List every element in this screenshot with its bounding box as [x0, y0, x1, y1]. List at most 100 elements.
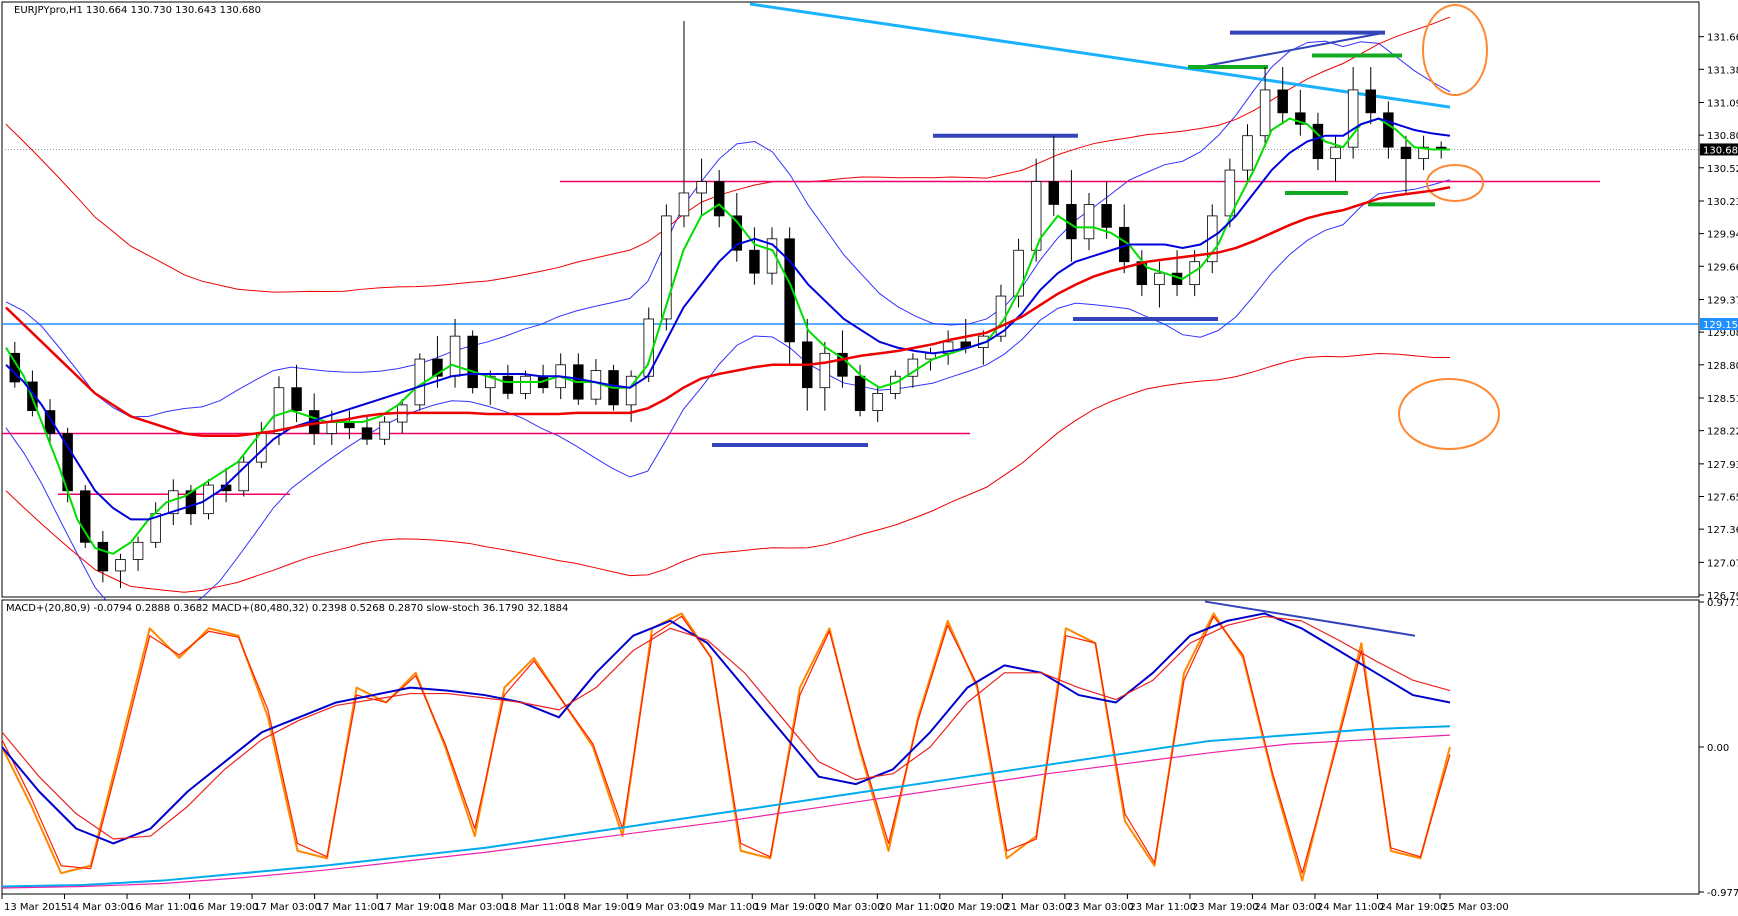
x-tick-label: 20 Mar 03:00 [817, 902, 884, 913]
candle-body [502, 375, 514, 394]
candle-body [273, 387, 285, 434]
candle-body [819, 352, 831, 389]
price-tick-label: 128.225 [1707, 427, 1738, 438]
highlight-circle [1426, 164, 1484, 202]
x-tick-label: 17 Mar 03:00 [254, 902, 321, 913]
stoch-sig-line [1, 615, 1451, 874]
x-tick-label: 20 Mar 11:00 [879, 902, 946, 913]
x-tick-label: 24 Mar 03:00 [1254, 902, 1321, 913]
candle-body [1224, 169, 1236, 217]
x-tick-label: 23 Mar 11:00 [1129, 902, 1196, 913]
x-tick-label: 24 Mar 19:00 [1379, 902, 1446, 913]
red-ma-line [5, 186, 1451, 438]
current-price-label: 130.680 [1703, 145, 1738, 156]
macd-long-sig-line [1, 734, 1451, 889]
bollinger-inner-lower [5, 179, 1451, 623]
price-panel[interactable]: EURJPYpro,H1 130.664 130.730 130.643 130… [1, 1, 1700, 623]
candle-body [326, 421, 338, 434]
current-price-badge [1700, 143, 1738, 156]
price-tick-label: 130.805 [1707, 131, 1738, 142]
candle-body [1295, 112, 1306, 125]
candle-body [379, 421, 390, 440]
candle-body [132, 541, 144, 560]
price-tick-label: 130.520 [1707, 164, 1738, 175]
candle-body [1277, 89, 1288, 114]
candle-body [1330, 146, 1341, 160]
candle-body [678, 192, 690, 217]
x-tick-label: 16 Mar 19:00 [192, 902, 259, 913]
candle-body [1207, 215, 1218, 263]
candle-body [1383, 112, 1394, 148]
price-tick-label: 131.380 [1707, 65, 1738, 76]
x-tick-label: 19 Mar 11:00 [692, 902, 759, 913]
candle-body [1154, 272, 1165, 286]
macd-fast-line [1, 612, 1451, 845]
candle-body [784, 238, 795, 343]
price-tick-label: 129.085 [1707, 328, 1738, 339]
candle-body [625, 375, 637, 406]
x-tick-label: 23 Mar 19:00 [1192, 902, 1259, 913]
x-tick-label: 13 Mar 2015 [4, 902, 67, 913]
candle-body [1259, 89, 1271, 137]
candle-body [696, 181, 707, 194]
candle-body [449, 335, 461, 377]
candle-body [661, 215, 672, 320]
candle-body [837, 352, 848, 377]
price-tick-label: 127.075 [1707, 558, 1738, 569]
x-tick-label: 14 Mar 03:00 [67, 902, 134, 913]
candle-body [80, 490, 91, 543]
price-y-axis: 131.665 131.380 131.090 130.805 130.520 130.2… [1699, 33, 1738, 602]
indicator-panel[interactable]: MACD+(20,80,9) -0.0794 0.2888 0.3682 MAC… [1, 599, 1700, 895]
bollinger-inner-upper [5, 40, 1451, 418]
candle-body [1101, 204, 1112, 228]
candle-body [766, 238, 778, 274]
candle-body [44, 410, 56, 434]
candle-body [1400, 146, 1412, 160]
price-tick-label: 128.800 [1707, 361, 1738, 372]
candle-body [749, 249, 760, 274]
candle-body [1418, 146, 1429, 160]
candle-body [185, 490, 197, 515]
macd-long-line [1, 725, 1451, 888]
candle-body [590, 370, 602, 400]
price-tick-label: 128.510 [1707, 394, 1738, 405]
price-tick-label: 130.230 [1707, 197, 1738, 208]
x-tick-label: 16 Mar 11:00 [129, 902, 196, 913]
indicator-header: MACD+(20,80,9) -0.0794 0.2888 0.3682 MAC… [6, 603, 568, 614]
candle-body [203, 484, 214, 515]
bollinger-outer-upper [5, 16, 1451, 293]
green-ma-line [5, 117, 1450, 555]
x-tick-label: 21 Mar 03:00 [1004, 902, 1071, 913]
price-tick-label: 126.790 [1707, 591, 1738, 602]
x-tick-label: 24 Mar 11:00 [1317, 902, 1384, 913]
price-tick-label: 131.665 [1707, 33, 1738, 44]
x-tick-label: 18 Mar 19:00 [567, 902, 634, 913]
indicator-divergence-line [1204, 600, 1416, 637]
highlight-circle [1422, 4, 1488, 96]
highlight-circle [1398, 378, 1500, 450]
price-tick-label: 131.090 [1707, 99, 1738, 110]
candle-body [238, 461, 249, 492]
candle-body [1083, 204, 1095, 240]
x-tick-label: 23 Mar 03:00 [1067, 902, 1134, 913]
candle-body [854, 375, 866, 411]
candle-body [872, 393, 883, 411]
downtrend-line [749, 2, 1451, 109]
candle-body [890, 375, 901, 394]
x-tick-label: 18 Mar 03:00 [442, 902, 509, 913]
price-header: EURJPYpro,H1 130.664 130.730 130.643 130… [14, 5, 261, 16]
candle-body [97, 541, 109, 572]
x-tick-label: 18 Mar 11:00 [504, 902, 571, 913]
price-tick-label: 127.365 [1707, 525, 1738, 536]
candle-body [907, 358, 919, 377]
bollinger-outer-lower [5, 352, 1451, 593]
price-tick-label: 129.945 [1707, 230, 1738, 241]
candle-body [1013, 249, 1024, 297]
candle-body [115, 559, 126, 572]
candle-body [291, 387, 302, 411]
candle-body [1365, 89, 1376, 114]
macd-slow-sig-line [1, 615, 1451, 840]
